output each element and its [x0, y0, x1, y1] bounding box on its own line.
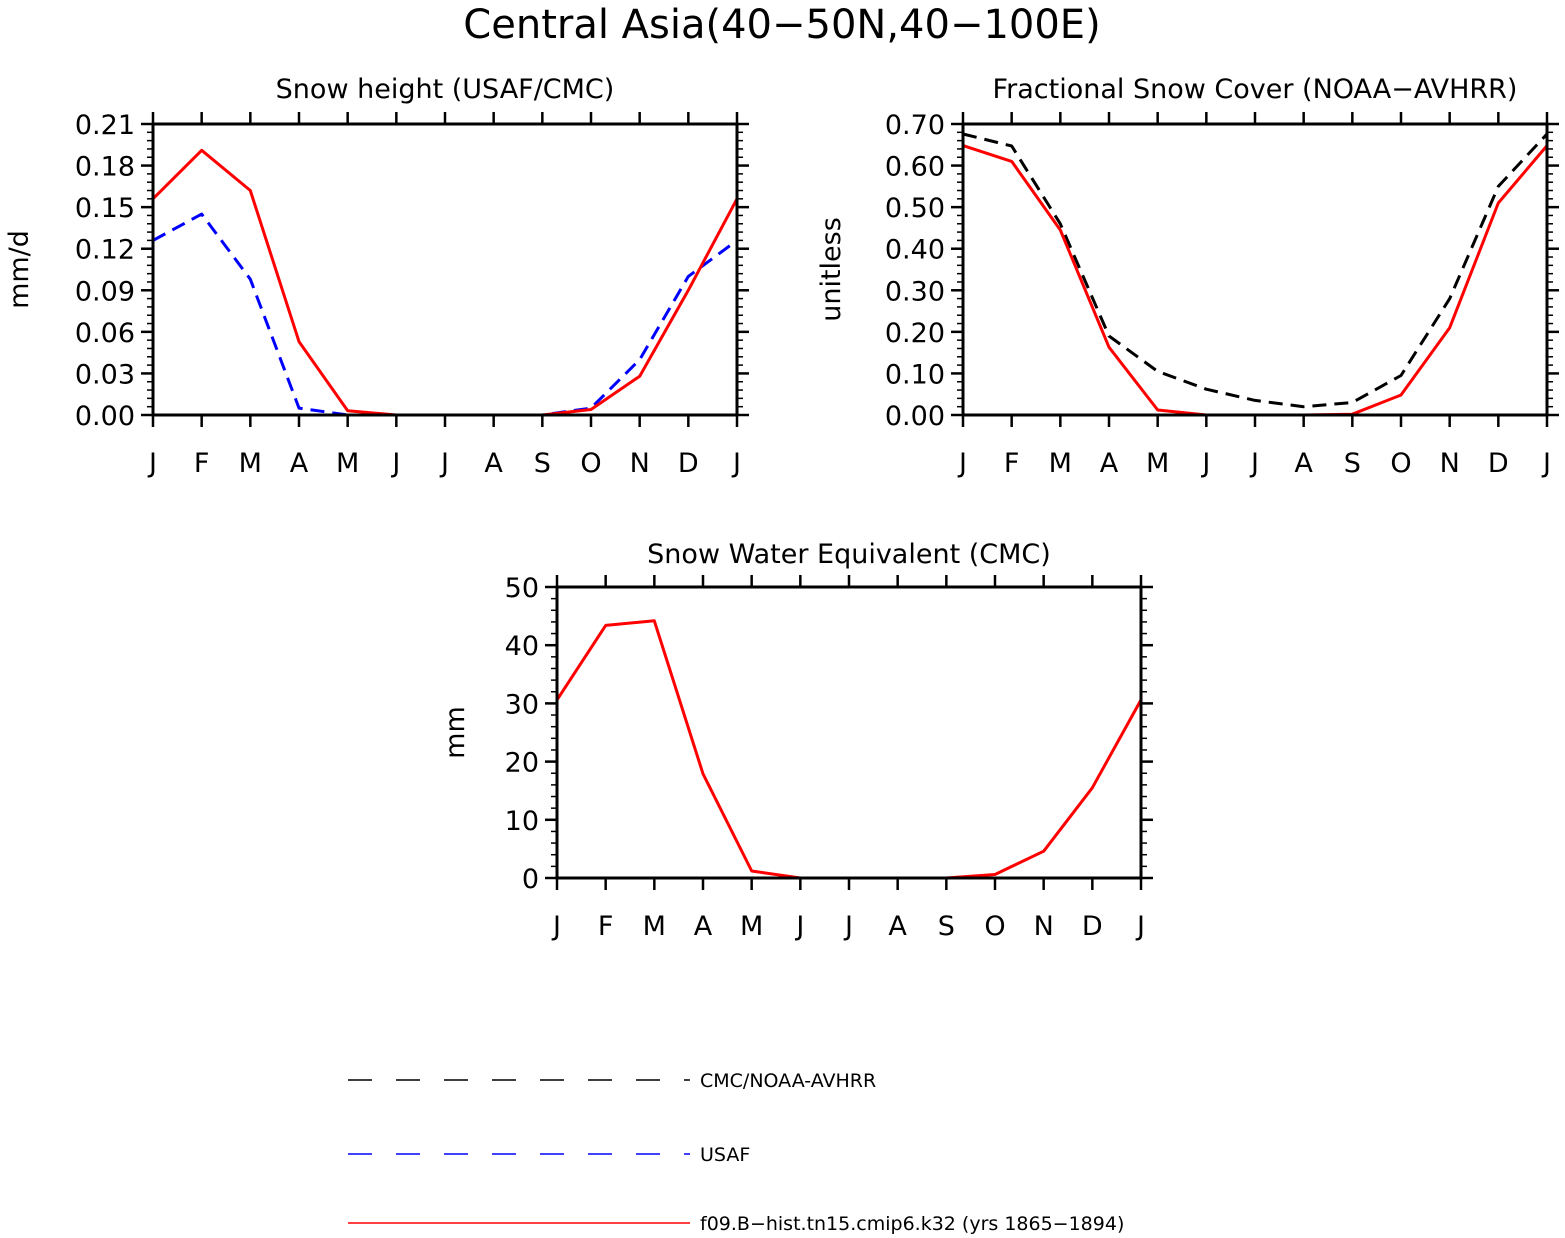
x-tick-label: D	[678, 448, 699, 479]
x-tick-label: J	[147, 448, 157, 479]
y-tick-label: 0.12	[75, 235, 135, 266]
series-line-000000	[962, 132, 1549, 409]
plot-frame	[151, 122, 739, 417]
x-tick-label: M	[336, 448, 359, 479]
x-tick-label: O	[984, 911, 1005, 942]
y-tick-label: 0.70	[885, 110, 945, 141]
y-tick-label: 0.00	[75, 401, 135, 432]
panel-swe: Snow Water Equivalent (CMC) mm 0 10 20 30 40 50…	[440, 539, 1153, 942]
x-tick-label: J	[843, 911, 853, 942]
legend-label: USAF	[700, 1144, 750, 1166]
x-tick-label: O	[1390, 448, 1411, 479]
y-tick-label: 0.03	[75, 359, 135, 390]
x-tick-label: M	[1049, 448, 1072, 479]
panels-group: Snow height (USAF/CMC) mm/d 0.00 0.03 0.06 0.…	[4, 74, 1559, 942]
y-tick-label: 50	[505, 573, 539, 604]
x-tick-label: N	[630, 448, 650, 479]
series-line-ff0000	[151, 148, 739, 417]
x-tick-label: M	[740, 911, 763, 942]
y-tick-label: 40	[505, 631, 539, 662]
x-tick-label: M	[643, 911, 666, 942]
x-tick-label: F	[1004, 448, 1020, 479]
y-tick-label: 0.09	[75, 276, 135, 307]
x-tick-label: D	[1488, 448, 1509, 479]
x-tick-label: S	[534, 448, 551, 479]
panel-title: Snow Water Equivalent (CMC)	[647, 539, 1051, 570]
x-tick-label: J	[794, 911, 804, 942]
panel-snow-height: Snow height (USAF/CMC) mm/d 0.00 0.03 0.06 0.…	[4, 74, 749, 479]
x-tick-label: N	[1034, 911, 1054, 942]
x-tick-label: S	[938, 911, 955, 942]
series-line-0000ff	[152, 212, 738, 417]
legend-label: CMC/NOAA-AVHRR	[700, 1070, 876, 1092]
legend-label: f09.B−hist.tn15.cmip6.k32 (yrs 1865−1894…	[700, 1213, 1124, 1235]
panel-title: Fractional Snow Cover (NOAA−AVHRR)	[993, 74, 1518, 105]
x-tick-label: S	[1344, 448, 1361, 479]
x-tick-label: A	[1100, 448, 1119, 479]
legend: CMC/NOAA-AVHRR USAF f09.B−hist.tn15.cmip6.…	[348, 1070, 1124, 1235]
y-tick-label: 0.21	[75, 110, 135, 141]
series-line-ff0000	[962, 144, 1549, 417]
y-tick-label: 20	[505, 748, 539, 779]
y-tick-label: 10	[505, 806, 539, 837]
x-tick-label: J	[957, 448, 967, 479]
x-tick-label: F	[194, 448, 210, 479]
y-tick-label: 0.40	[885, 235, 945, 266]
y-tick-label: 0.15	[75, 193, 135, 224]
panel-title: Snow height (USAF/CMC)	[276, 74, 615, 105]
y-tick-label: 0	[522, 864, 539, 895]
x-tick-label: J	[439, 448, 449, 479]
x-tick-label: A	[290, 448, 309, 479]
y-tick-label: 0.60	[885, 152, 945, 183]
x-tick-label: O	[580, 448, 601, 479]
panel-snow-cover: Fractional Snow Cover (NOAA−AVHRR) unitle…	[816, 74, 1559, 479]
y-tick-label: 0.18	[75, 152, 135, 183]
plot-frame	[961, 122, 1549, 417]
x-tick-label: A	[484, 448, 503, 479]
y-tick-label: 0.30	[885, 276, 945, 307]
x-tick-label: F	[598, 911, 614, 942]
x-tick-label: J	[731, 448, 741, 479]
x-tick-label: A	[888, 911, 907, 942]
y-axis-label: mm	[440, 706, 471, 759]
x-tick-label: J	[1135, 911, 1145, 942]
x-tick-label: N	[1440, 448, 1460, 479]
y-tick-label: 0.06	[75, 318, 135, 349]
x-tick-label: A	[694, 911, 713, 942]
y-tick-label: 0.10	[885, 359, 945, 390]
y-axis-label: unitless	[816, 217, 847, 322]
y-tick-label: 30	[505, 689, 539, 720]
series-line-ff0000	[555, 619, 1143, 880]
plot-frame	[555, 585, 1143, 880]
x-tick-label: J	[390, 448, 400, 479]
y-axis-label: mm/d	[4, 230, 35, 309]
figure-title: Central Asia(40−50N,40−100E)	[463, 2, 1100, 48]
x-tick-label: J	[551, 911, 561, 942]
y-tick-label: 0.00	[885, 401, 945, 432]
x-tick-label: A	[1294, 448, 1313, 479]
y-tick-label: 0.50	[885, 193, 945, 224]
x-tick-label: J	[1249, 448, 1259, 479]
x-tick-label: M	[239, 448, 262, 479]
x-tick-label: M	[1146, 448, 1169, 479]
x-tick-label: J	[1541, 448, 1551, 479]
x-tick-label: D	[1082, 911, 1103, 942]
x-tick-label: J	[1200, 448, 1210, 479]
y-tick-label: 0.20	[885, 318, 945, 349]
